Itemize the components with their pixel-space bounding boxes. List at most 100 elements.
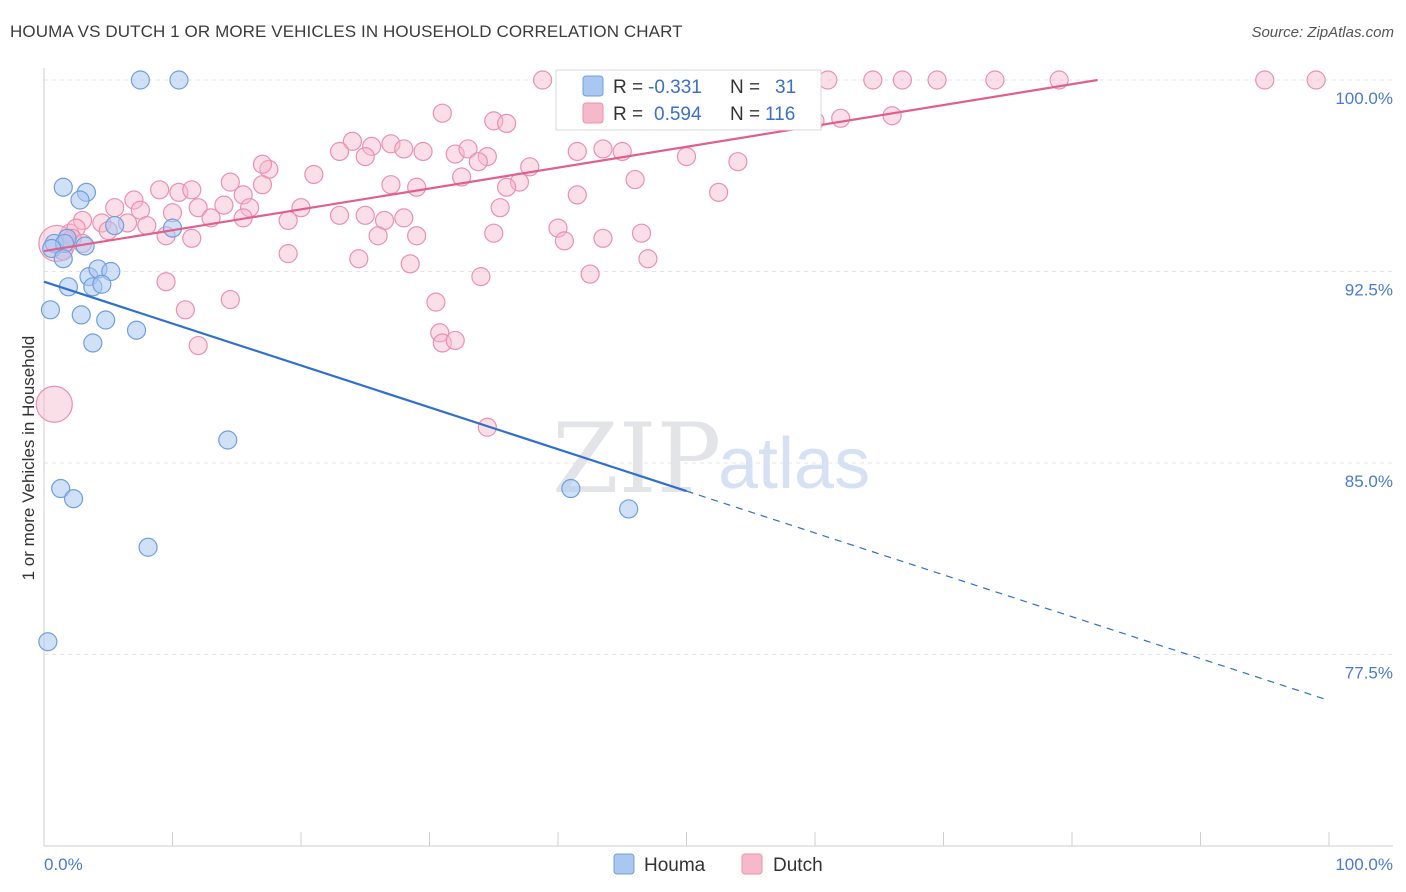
y-tick-labels: 77.5% 85.0% 92.5% 100.0% <box>1335 89 1393 683</box>
y-axis-title: 1 or more Vehicles in Household <box>19 336 38 581</box>
dutch-point-96 <box>349 249 369 269</box>
houma-trend-extension <box>686 490 1330 702</box>
houma-point-29 <box>138 537 158 557</box>
x-tick-label-max: 100.0% <box>1335 855 1393 874</box>
dutch-point-66 <box>394 208 414 228</box>
houma-point-0 <box>130 70 150 90</box>
dutch-point-60 <box>124 190 144 210</box>
dutch-point-100 <box>471 267 491 287</box>
dutch-point-48 <box>625 169 645 190</box>
dutch-point-45 <box>304 164 324 185</box>
dutch-point-68 <box>105 198 125 218</box>
dutch-point-108 <box>445 330 465 351</box>
y-tick-label-1: 85.0% <box>1345 472 1393 491</box>
dutch-point-55 <box>150 180 170 200</box>
dutch-point-41 <box>676 147 697 167</box>
dutch-point-36 <box>593 139 613 159</box>
bottom-legend-houma-swatch <box>613 853 635 875</box>
legend-dutch-r-label: R = <box>613 104 643 125</box>
dutch-point-25 <box>882 106 902 126</box>
dutch-point-24 <box>831 108 851 128</box>
bottom-legend-dutch-swatch <box>741 853 763 875</box>
dutch-point-13 <box>985 70 1005 90</box>
dutch-point-62 <box>214 195 234 215</box>
dutch-point-105 <box>426 292 446 312</box>
dutch-point-26 <box>342 131 362 151</box>
houma-point-1 <box>169 70 189 90</box>
y-tick-label-0: 77.5% <box>1345 664 1393 683</box>
dutch-point-30 <box>394 139 414 159</box>
dutch-point-99 <box>638 249 658 269</box>
axes <box>43 68 1393 847</box>
dutch-point-86 <box>407 226 427 246</box>
dutch-point-89 <box>593 228 613 248</box>
dutch-point-79 <box>137 215 157 236</box>
dutch-point-103 <box>220 289 240 310</box>
dutch-point-53 <box>497 177 517 197</box>
dutch-point-84 <box>182 228 202 248</box>
source-label: Source: ZipAtlas.com <box>1251 24 1394 41</box>
dutch-point-73 <box>278 210 298 231</box>
watermark-zip: ZIP <box>552 403 721 515</box>
legend-dutch-n-value: 116 <box>765 104 795 125</box>
grid-lines <box>44 79 1393 655</box>
dutch-point-111 <box>35 385 73 423</box>
legend-houma-n-value: 31 <box>775 77 796 98</box>
legend-houma-r-value: -0.331 <box>648 77 702 98</box>
dutch-point-74 <box>329 205 350 225</box>
dutch-point-97 <box>400 254 420 274</box>
trend-lines <box>43 78 1330 702</box>
legend-houma-swatch <box>582 75 604 97</box>
legend-box: R = -0.331 N = 31 R = 0.594 N = 116 <box>555 69 822 131</box>
bottom-legend-houma-label: Houma <box>644 855 706 876</box>
dutch-point-54 <box>567 185 587 205</box>
houma-point-5 <box>105 215 125 236</box>
houma-point-26 <box>63 489 84 509</box>
legend-dutch-r-value: 0.594 <box>654 104 702 125</box>
dutch-point-27 <box>362 136 382 156</box>
legend-dutch-n-label: N = <box>730 104 760 125</box>
watermark: ZIP atlas <box>552 403 870 515</box>
dutch-point-35 <box>567 141 587 162</box>
houma-point-2 <box>53 177 73 197</box>
chart-title: HOUMA VS DUTCH 1 OR MORE VEHICLES IN HOU… <box>10 22 683 41</box>
bottom-legend-dutch-label: Dutch <box>773 855 823 876</box>
houma-point-24 <box>218 430 238 450</box>
y-tick-label-3: 100.0% <box>1335 89 1393 108</box>
watermark-atlas: atlas <box>718 424 870 504</box>
dutch-point-90 <box>631 223 652 243</box>
x-tick-label-min: 0.0% <box>44 855 83 874</box>
dutch-point-98 <box>554 231 575 251</box>
dutch-point-28 <box>329 141 350 162</box>
dutch-point-42 <box>728 152 748 172</box>
dutch-point-101 <box>580 264 600 284</box>
dutch-point-51 <box>381 175 401 195</box>
houma-point-25 <box>51 478 71 499</box>
dutch-point-61 <box>188 198 208 218</box>
dutch-point-104 <box>175 300 195 320</box>
legend-houma-n-label: N = <box>730 77 760 98</box>
dutch-point-57 <box>182 180 202 200</box>
houma-point-27 <box>561 478 581 499</box>
dutch-point-15 <box>1255 70 1275 90</box>
houma-point-12 <box>53 249 73 269</box>
houma-trend-line <box>43 280 687 493</box>
dutch-point-52 <box>407 177 427 197</box>
dutch-point-32 <box>445 144 465 164</box>
dutch-point-95 <box>278 244 298 264</box>
dutch-point-39 <box>468 152 488 172</box>
bottom-legend: Houma Dutch <box>613 853 823 876</box>
dutch-point-50 <box>252 175 273 195</box>
dutch-point-31 <box>413 141 433 162</box>
houma-point-21 <box>96 310 116 330</box>
houma-point-19 <box>40 300 61 320</box>
dutch-point-16 <box>1306 70 1326 90</box>
dutch-point-59 <box>709 182 729 202</box>
dutch-point-38 <box>355 147 375 167</box>
dutch-point-12 <box>927 70 947 90</box>
legend-dutch-swatch <box>582 102 604 124</box>
houma-point-30 <box>38 632 58 652</box>
houma-point-28 <box>619 499 639 519</box>
dutch-point-67 <box>490 198 510 218</box>
dutch-point-49 <box>220 172 240 192</box>
